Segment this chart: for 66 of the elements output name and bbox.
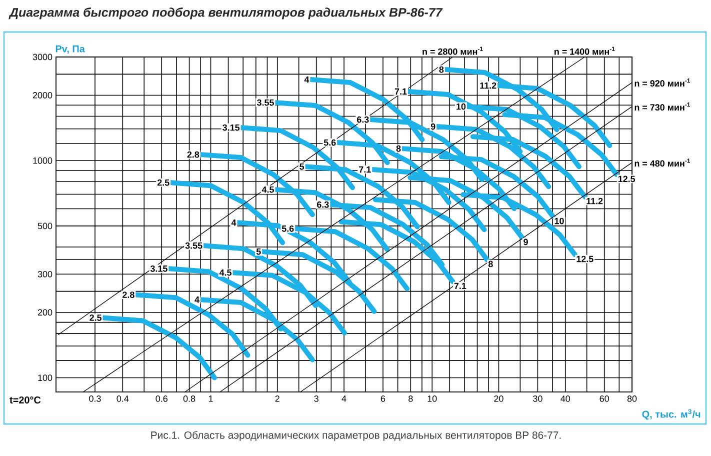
- x-tick-label: 60: [600, 395, 609, 402]
- x-tick-label: 8: [408, 395, 413, 402]
- x-tick-label: 1: [208, 395, 213, 402]
- y-axis-title: Pv, Па: [56, 45, 85, 54]
- series-label: 7.1: [394, 88, 407, 95]
- x-tick-label: 0.4: [116, 395, 129, 402]
- series-label: 8: [488, 260, 493, 268]
- series-label: 9: [524, 238, 528, 246]
- x-tick-label: 0.8: [183, 395, 196, 402]
- chart-title: Диаграмма быстрого подбора вентиляторов радиальных ВР-86-77: [8, 8, 443, 20]
- series-label: n = 730 мин$^{-1}$: [634, 102, 690, 111]
- x-tick-label: 3: [314, 395, 318, 402]
- x-axis-title: Q, тыс. м$^{3}$/ч: [642, 409, 700, 420]
- series-label: 2.8: [122, 292, 134, 298]
- series-label: 4.5: [262, 186, 274, 193]
- series-label: 2.8: [187, 151, 200, 158]
- x-tick-label: 0.3: [89, 395, 101, 402]
- series-label: 8: [396, 145, 401, 152]
- series-label: 2.5: [90, 314, 102, 321]
- y-tick-label: 300: [38, 270, 52, 278]
- series-label: 6.3: [317, 201, 329, 208]
- y-tick-label: 3000: [32, 54, 52, 60]
- series-label: 3.55: [185, 242, 202, 249]
- series-label: 3.55: [256, 99, 274, 106]
- series-label: 5.6: [282, 225, 294, 232]
- series-label: n = 1400 мин$^{-1}$: [554, 46, 615, 55]
- y-tick-label: 500: [38, 222, 52, 230]
- series-label: 12.5: [618, 176, 636, 182]
- series-label: n = 920 мин$^{-1}$: [634, 78, 690, 87]
- series-label: 3.15: [222, 124, 240, 131]
- y-tick-label: 2000: [32, 92, 52, 98]
- series-label: 2.5: [157, 179, 170, 186]
- series-label: 7.1: [359, 166, 371, 173]
- series-label: 3.15: [150, 265, 168, 272]
- series-label: 10: [456, 103, 466, 110]
- y-tick-label: 200: [38, 309, 52, 316]
- x-tick-label: 30: [533, 395, 542, 402]
- x-tick-label: 10: [428, 395, 437, 402]
- x-tick-label: 0.6: [156, 395, 168, 402]
- series-label: 4: [194, 296, 200, 303]
- y-tick-label: 1000: [33, 157, 52, 164]
- y-tick-label: 100: [38, 374, 52, 381]
- text: Рис.1. Область аэродинамических параметров радиальных вентиляторов ВР 86-77.: [151, 431, 561, 441]
- x-tick-label: 20: [494, 395, 504, 402]
- series-label: n = 2800 мин$^{-1}$: [422, 46, 483, 55]
- text: t=20°C: [10, 396, 41, 404]
- x-tick-label: 40: [560, 395, 570, 402]
- series-label: 7.1: [454, 282, 466, 290]
- series-label: 12.5: [576, 256, 594, 262]
- x-tick-label: 4: [342, 395, 346, 402]
- series-label: 8: [439, 66, 444, 73]
- x-tick-label: 80: [627, 395, 637, 402]
- series-label: 11.2: [480, 82, 496, 89]
- series-label: 6.3: [356, 116, 369, 123]
- series-label: n = 480 мин$^{-1}$: [634, 158, 690, 167]
- series-label: 5: [300, 163, 304, 170]
- series-label: 4: [304, 76, 310, 83]
- x-tick-label: 6: [380, 395, 386, 402]
- series-label: 11.2: [586, 198, 603, 204]
- series-label: 5: [256, 248, 261, 255]
- series-label: 4: [231, 220, 236, 226]
- series-label: 4.5: [219, 269, 232, 276]
- series-label: 9: [430, 123, 436, 130]
- series-label: 5.6: [324, 139, 336, 146]
- x-tick-label: 2: [275, 395, 280, 402]
- series-label: 10: [554, 218, 564, 224]
